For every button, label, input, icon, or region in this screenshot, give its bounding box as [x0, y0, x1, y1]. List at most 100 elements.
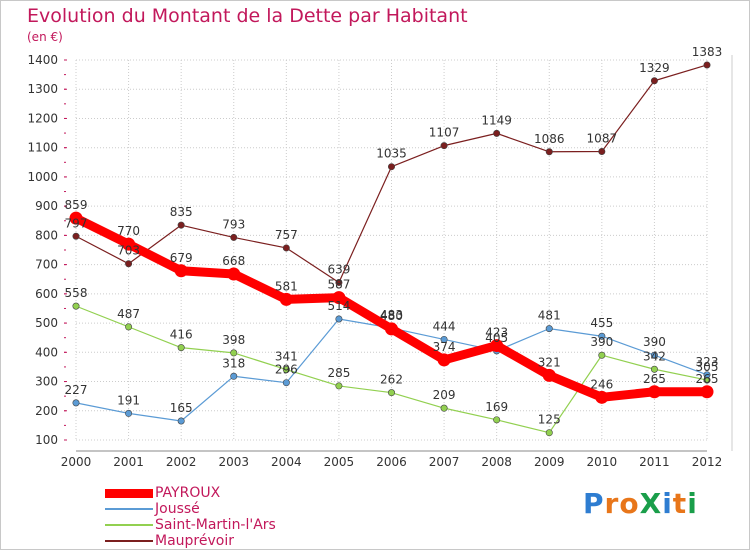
data-label: 405: [485, 331, 508, 345]
data-point: [332, 291, 346, 305]
y-tick-label: 1000: [27, 170, 58, 184]
data-point: [177, 417, 185, 425]
x-tick-label: 2008: [481, 455, 512, 469]
data-label: 487: [117, 307, 140, 321]
data-point: [650, 365, 658, 373]
data-label: 416: [170, 328, 193, 342]
data-point: [647, 385, 661, 399]
data-label: 455: [590, 316, 613, 330]
x-tick-label: 2002: [166, 455, 197, 469]
data-point: [545, 429, 553, 437]
data-label: 265: [696, 372, 719, 386]
data-label: 1035: [376, 147, 407, 161]
legend-item: PAYROUX: [105, 485, 405, 501]
data-label: 341: [275, 350, 298, 364]
y-tick-label: 900: [35, 199, 58, 213]
legend-item: Joussé: [105, 501, 405, 517]
data-label: 770: [117, 224, 140, 238]
data-point: [437, 353, 451, 367]
data-point: [125, 260, 133, 268]
chart-subtitle: (en €): [27, 30, 63, 44]
data-label: 703: [117, 244, 140, 258]
data-label: 483: [380, 308, 403, 322]
y-tick-label: 800: [35, 228, 58, 242]
legend-swatch: [105, 524, 153, 526]
data-point: [227, 267, 241, 281]
data-point: [174, 264, 188, 278]
data-label: 191: [117, 393, 140, 407]
data-label: 668: [222, 254, 245, 268]
data-point: [385, 322, 398, 336]
data-label: 797: [65, 216, 88, 230]
x-tick-label: 2006: [376, 455, 407, 469]
data-point: [598, 332, 606, 340]
x-tick-label: 2003: [218, 455, 249, 469]
data-label: 639: [327, 262, 350, 276]
data-label: 374: [433, 340, 456, 354]
data-point: [387, 389, 395, 397]
proxiti-logo: ProXiti: [583, 487, 698, 520]
legend-swatch: [105, 489, 153, 498]
y-tick-label: 100: [35, 433, 58, 447]
data-label: 169: [485, 400, 508, 414]
data-point: [440, 335, 448, 343]
data-label: 246: [590, 377, 613, 391]
data-label: 305: [696, 360, 719, 374]
x-tick-label: 2012: [692, 455, 723, 469]
legend-swatch: [105, 508, 153, 510]
x-tick-label: 2011: [639, 455, 670, 469]
data-label: 757: [275, 228, 298, 242]
x-tick-label: 2010: [587, 455, 618, 469]
data-label: 835: [170, 205, 193, 219]
data-point: [335, 382, 343, 390]
y-tick-label: 200: [35, 404, 58, 418]
data-point: [125, 323, 133, 331]
data-point: [700, 385, 714, 399]
data-point: [595, 390, 609, 404]
data-label: 444: [433, 319, 456, 333]
data-point: [387, 163, 395, 171]
data-point: [440, 142, 448, 150]
data-label: 558: [65, 286, 88, 300]
data-label: 296: [275, 363, 298, 377]
data-point: [493, 416, 501, 424]
data-point: [703, 61, 711, 69]
data-point: [282, 366, 290, 374]
data-label: 398: [222, 333, 245, 347]
data-label: 1107: [429, 126, 460, 140]
data-label: 165: [170, 401, 193, 415]
data-point: [650, 351, 658, 359]
data-label: 390: [643, 335, 666, 349]
x-tick-label: 2005: [324, 455, 355, 469]
logo-letter: r: [604, 487, 620, 520]
y-tick-label: 300: [35, 375, 58, 389]
data-point: [335, 315, 343, 323]
data-label: 262: [380, 373, 403, 387]
y-tick-label: 1100: [27, 141, 58, 155]
data-label: 1383: [692, 45, 723, 59]
data-label: 587: [327, 278, 350, 292]
logo-letter: i: [662, 487, 673, 520]
y-tick-label: 400: [35, 345, 58, 359]
y-tick-label: 1200: [27, 111, 58, 125]
data-point: [703, 371, 711, 379]
data-label: 481: [538, 309, 561, 323]
data-label: 1087: [587, 131, 618, 145]
legend-item: Mauprévoir: [105, 533, 405, 549]
data-point: [542, 368, 556, 382]
x-tick-label: 2004: [271, 455, 302, 469]
data-label: 318: [222, 356, 245, 370]
data-point: [282, 244, 290, 252]
logo-letter: X: [639, 487, 663, 520]
data-point: [545, 148, 553, 156]
data-label: 265: [643, 372, 666, 386]
data-point: [230, 372, 238, 380]
data-point: [598, 147, 606, 155]
data-label: 323: [696, 355, 719, 369]
data-label: 285: [327, 366, 350, 380]
data-label: 1086: [534, 132, 565, 146]
data-label: 679: [170, 251, 193, 265]
data-point: [69, 211, 83, 225]
data-point: [282, 379, 290, 387]
